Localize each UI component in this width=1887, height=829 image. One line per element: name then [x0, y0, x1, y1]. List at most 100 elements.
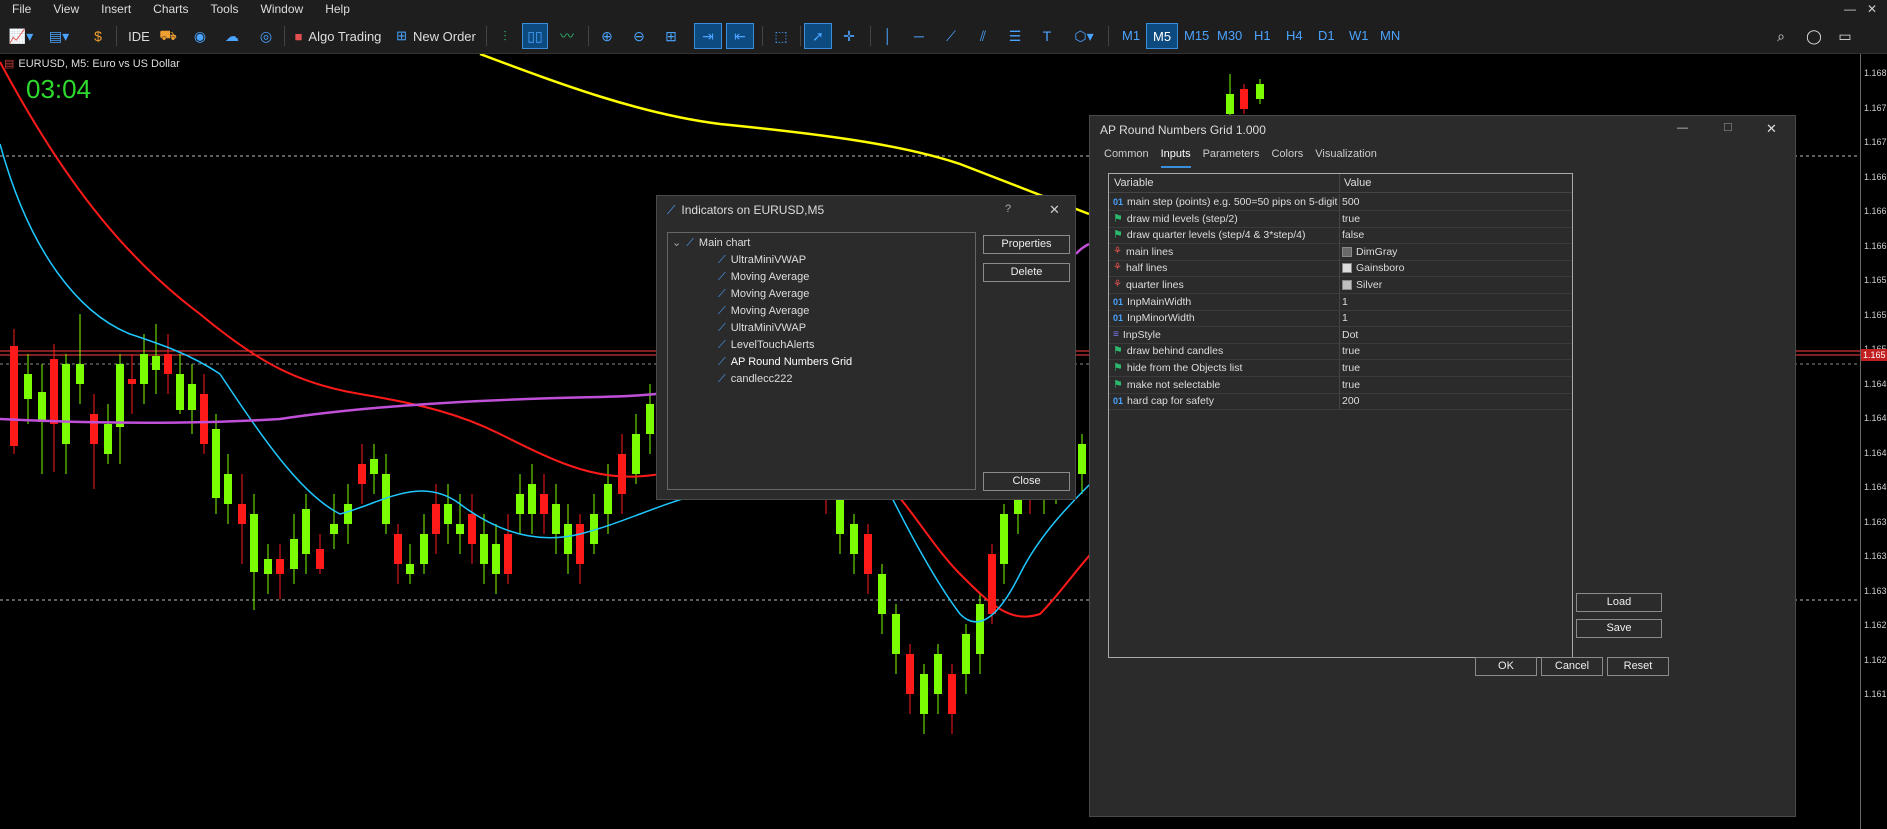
chat-icon[interactable]: ▭ [1838, 27, 1852, 44]
ide-button[interactable]: IDE [124, 23, 154, 49]
input-value[interactable]: 200 [1342, 393, 1360, 409]
input-value[interactable]: 1 [1342, 310, 1348, 326]
grid-icon[interactable]: ⊞ [665, 27, 677, 44]
horizontal-line-icon[interactable]: ─ [914, 28, 924, 44]
input-row[interactable]: 01 InpMinorWidth 1 [1109, 310, 1572, 328]
input-row[interactable]: 01 hard cap for safety 200 [1109, 393, 1572, 411]
tree-root[interactable]: ⌄ ⟋ Main chart [672, 235, 750, 252]
algo-trading-button[interactable]: ■ Algo Trading [292, 23, 384, 49]
input-value[interactable]: true [1342, 211, 1360, 227]
tf-w1[interactable]: W1 [1349, 28, 1369, 43]
input-value[interactable]: DimGray [1342, 244, 1397, 260]
tree-item-2[interactable]: ⟋ Moving Average [718, 269, 809, 286]
ap-maximize-button[interactable]: ☐ [1723, 122, 1733, 134]
input-value[interactable]: Gainsboro [1342, 260, 1404, 276]
close-button[interactable]: Close [983, 472, 1070, 491]
market-icon[interactable]: ⛟ [159, 26, 177, 43]
chart-template-icon[interactable]: ▤▾ [48, 27, 70, 44]
save-button[interactable]: Save [1576, 619, 1662, 638]
trendline-icon[interactable]: ⟋ [946, 27, 956, 44]
ap-minimize-button[interactable]: — [1677, 122, 1688, 134]
cancel-button[interactable]: Cancel [1541, 657, 1603, 676]
screenshot-icon[interactable]: ⬚ [774, 27, 788, 44]
input-row[interactable]: ⚑ draw mid levels (step/2) true [1109, 210, 1572, 228]
candlestick-chart-icon[interactable]: ▯▯ [522, 23, 548, 49]
input-value[interactable]: 500 [1342, 194, 1360, 210]
input-value[interactable]: true [1342, 377, 1360, 393]
indicators-close-x[interactable]: ✕ [1049, 202, 1060, 217]
tree-item-7-selected[interactable]: ⟋ AP Round Numbers Grid [718, 354, 852, 371]
menu-window[interactable]: Window [260, 2, 304, 16]
account-icon[interactable]: ◯ [1806, 27, 1822, 44]
ok-button[interactable]: OK [1475, 657, 1537, 676]
window-close-button[interactable]: ✕ [1866, 2, 1878, 16]
tree-item-8[interactable]: ⟋ candlecc222 [718, 371, 792, 388]
tf-mn[interactable]: MN [1380, 28, 1401, 43]
input-value[interactable]: Silver [1342, 277, 1382, 293]
tab-inputs[interactable]: Inputs [1160, 148, 1191, 168]
menu-tools[interactable]: Tools [210, 2, 239, 16]
window-minimize-button[interactable]: — [1844, 2, 1856, 16]
menu-view[interactable]: View [53, 2, 80, 16]
tf-h4[interactable]: H4 [1286, 28, 1303, 43]
indicators-dialog-titlebar[interactable]: ⟋ Indicators on EURUSD,M5 [657, 196, 1075, 224]
tab-colors[interactable]: Colors [1271, 148, 1304, 160]
tf-h1[interactable]: H1 [1254, 28, 1271, 43]
new-chart-icon[interactable]: 📈▾ [8, 27, 34, 44]
fibonacci-icon[interactable]: ☰ [1008, 27, 1022, 44]
tree-item-6[interactable]: ⟋ LevelTouchAlerts [718, 337, 814, 354]
input-value[interactable]: true [1342, 360, 1360, 376]
input-row[interactable]: ⚘ main lines DimGray [1109, 243, 1572, 261]
tree-item-1[interactable]: ⟋ UltraMiniVWAP [718, 252, 806, 269]
reset-button[interactable]: Reset [1607, 657, 1669, 676]
search-icon[interactable]: ⌕ [1777, 27, 1785, 44]
menu-file[interactable]: File [12, 2, 32, 16]
tf-d1[interactable]: D1 [1318, 28, 1335, 43]
vertical-line-icon[interactable]: │ [883, 28, 893, 44]
ap-close-x[interactable]: ✕ [1766, 121, 1777, 136]
input-row[interactable]: ⚑ make not selectable true [1109, 376, 1572, 394]
input-row[interactable]: ⚑ hide from the Objects list true [1109, 360, 1572, 377]
tf-m30[interactable]: M30 [1217, 28, 1243, 43]
properties-button[interactable]: Properties [983, 235, 1070, 254]
shapes-icon[interactable]: ⬡▾ [1074, 27, 1094, 44]
menu-charts[interactable]: Charts [153, 2, 189, 16]
dollar-icon[interactable]: $ [94, 28, 102, 44]
price-scale[interactable]: 1.168 1.167 1.167 1.166 1.166 1.166 1.165 1.165… [1860, 54, 1887, 829]
tab-common[interactable]: Common [1104, 148, 1149, 160]
new-order-button[interactable]: ⊞ New Order [394, 23, 478, 49]
vps-icon[interactable]: ◎ [259, 27, 273, 44]
tree-item-4[interactable]: ⟋ Moving Average [718, 303, 809, 320]
chart-shift-icon[interactable]: ⇤ [726, 23, 754, 49]
cloud-icon[interactable]: ☁ [225, 27, 239, 44]
tf-m1[interactable]: M1 [1122, 28, 1141, 43]
input-value[interactable]: Dot [1342, 327, 1358, 343]
tf-m15[interactable]: M15 [1184, 28, 1210, 43]
input-row[interactable]: 01 InpMainWidth 1 [1109, 293, 1572, 311]
bar-chart-icon[interactable]: ⫶ [503, 27, 507, 44]
input-value[interactable]: true [1342, 343, 1360, 359]
input-value[interactable]: 1 [1342, 294, 1348, 310]
tree-item-5[interactable]: ⟋ UltraMiniVWAP [718, 320, 806, 337]
zoom-in-icon[interactable]: ⊕ [601, 27, 613, 44]
cursor-icon[interactable]: ➚ [804, 23, 832, 49]
input-row[interactable]: ⚑ draw behind candles true [1109, 343, 1572, 361]
input-value[interactable]: false [1342, 227, 1364, 243]
input-row[interactable]: ⚑ draw quarter levels (step/4 & 3*step/4)… [1109, 227, 1572, 245]
help-button[interactable]: ? [1005, 203, 1012, 215]
tab-visualization[interactable]: Visualization [1315, 148, 1377, 160]
input-row[interactable]: ≡ InpStyle Dot [1109, 326, 1572, 344]
input-row[interactable]: ⚘ half lines Gainsboro [1109, 260, 1572, 278]
zoom-out-icon[interactable]: ⊖ [633, 27, 645, 44]
load-button[interactable]: Load [1576, 593, 1662, 612]
channel-icon[interactable]: ⫽ [979, 27, 987, 44]
tab-parameters[interactable]: Parameters [1202, 148, 1260, 160]
input-row[interactable]: 01 main step (points) e.g. 500=50 pips on… [1109, 194, 1572, 211]
signals-icon[interactable]: ◉ [193, 27, 207, 44]
crosshair-icon[interactable]: ✛ [843, 27, 855, 44]
text-icon[interactable]: T [1042, 28, 1052, 44]
delete-button[interactable]: Delete [983, 263, 1070, 282]
tree-item-3[interactable]: ⟋ Moving Average [718, 286, 809, 303]
tf-m5[interactable]: M5 [1146, 23, 1179, 49]
input-row[interactable]: ⚘ quarter lines Silver [1109, 277, 1572, 294]
